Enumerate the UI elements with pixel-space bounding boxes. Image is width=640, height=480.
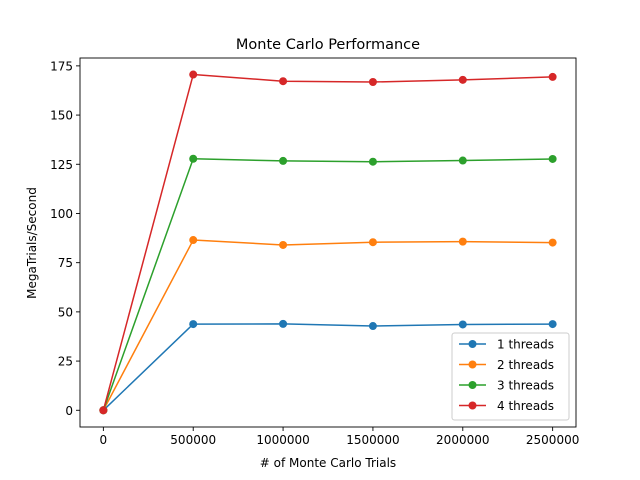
y-axis-label: MegaTrials/Second [25,187,39,299]
series-line-2 [102,239,553,411]
data-point-4 [189,70,198,79]
data-point-1 [189,320,198,329]
data-point-4 [279,77,288,86]
x-tick-label: 2500000 [526,433,579,447]
legend-label: 1 threads [497,338,554,352]
y-tick-label: 100 [50,207,73,221]
plot-frame [79,57,577,428]
data-point-1 [548,320,557,329]
x-tick-label: 0 [100,433,108,447]
plot-markers [99,70,557,415]
data-point-2 [458,237,467,246]
data-point-1 [279,319,288,328]
data-point-4 [458,75,467,84]
legend-marker [468,401,477,410]
data-point-2 [189,236,198,245]
x-tick-label: 500000 [170,433,216,447]
data-point-3 [368,157,377,166]
data-point-1 [458,320,467,329]
x-tick-label: 1500000 [346,433,399,447]
legend-label: 3 threads [497,379,554,393]
data-point-4 [99,406,108,415]
legend-label: 4 threads [497,399,554,413]
chart-title: Monte Carlo Performance [236,37,420,53]
y-tick-label: 75 [58,256,73,270]
data-point-3 [189,154,198,163]
plot-lines [102,73,553,411]
data-point-3 [279,156,288,165]
y-tick-label: 175 [50,59,73,73]
data-point-4 [368,78,377,87]
data-point-4 [548,72,557,81]
series-line-4 [102,73,553,411]
legend-marker [468,381,477,389]
legend: 1 threads 2 threads 3 threads 4 threads [451,332,570,421]
legend-label: 2 threads [497,358,554,372]
legend-marker [468,360,477,369]
y-tick-label: 0 [65,404,73,418]
data-point-2 [368,238,377,247]
y-tick-label: 125 [50,158,73,172]
y-tick-label: 150 [50,109,73,123]
series-line-3 [102,158,553,411]
series-line-1 [102,323,553,411]
y-tick-label: 25 [58,355,73,369]
data-point-1 [368,322,377,331]
y-axis: 0 25 50 75 100 125 150 175 [50,59,80,418]
y-tick-label: 50 [58,305,73,319]
x-tick-label: 2000000 [436,433,489,447]
data-point-3 [458,156,467,165]
x-axis-label: # of Monte Carlo Trials [260,456,396,470]
x-tick-label: 1000000 [256,433,309,447]
data-point-3 [548,154,557,163]
legend-box [451,332,570,421]
legend-marker [468,340,477,348]
data-point-2 [279,240,288,249]
data-point-2 [548,238,557,247]
x-axis: 0 500000 1000000 1500000 2000000 2500000 [100,427,579,447]
